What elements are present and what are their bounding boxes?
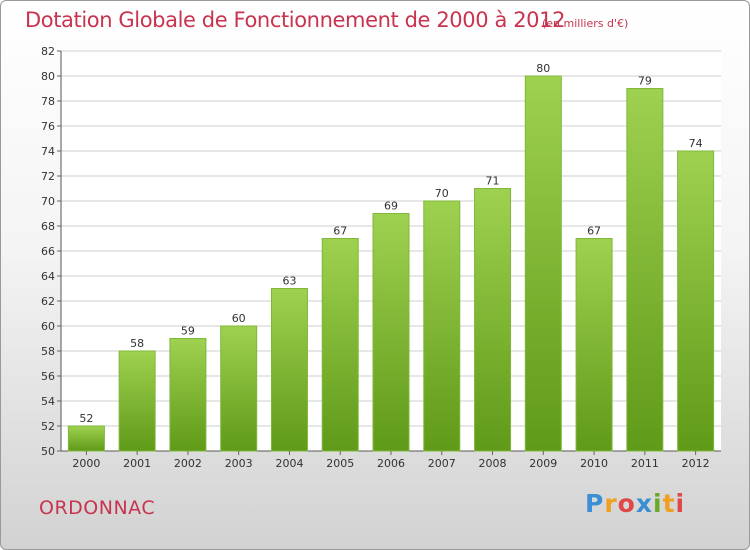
x-tick-label: 2012 [682, 457, 710, 470]
bar [524, 75, 562, 452]
y-tick-label: 54 [41, 395, 55, 408]
x-tick-label: 2008 [479, 457, 507, 470]
logo-letter: i [675, 489, 686, 518]
x-tick-label: 2010 [580, 457, 608, 470]
chart-subtitle: (en milliers d'€) [542, 17, 629, 30]
bar-value-label: 67 [587, 225, 601, 238]
bar-value-label: 60 [232, 312, 246, 325]
y-tick-label: 50 [41, 445, 55, 458]
logo-letter: P [585, 489, 605, 518]
y-tick-label: 52 [41, 420, 55, 433]
bar [169, 338, 207, 452]
x-tick-label: 2011 [631, 457, 659, 470]
bar-value-label: 79 [638, 75, 652, 88]
y-tick-label: 68 [41, 220, 55, 233]
chart-title: Dotation Globale de Fonctionnement de 20… [25, 8, 566, 32]
y-tick-label: 64 [41, 270, 55, 283]
proxiti-logo: Proxiti [585, 489, 685, 518]
y-tick-label: 62 [41, 295, 55, 308]
x-tick-label: 2001 [123, 457, 151, 470]
logo-letter: o [617, 489, 636, 518]
y-tick-label: 82 [41, 45, 55, 58]
y-tick-label: 76 [41, 120, 55, 133]
logo-letter: t [662, 489, 676, 518]
x-tick-label: 2000 [72, 457, 100, 470]
x-tick-label: 2005 [326, 457, 354, 470]
x-tick-label: 2003 [225, 457, 253, 470]
y-tick-label: 66 [41, 245, 55, 258]
bar-value-label: 67 [333, 225, 347, 238]
y-tick-label: 58 [41, 345, 55, 358]
commune-name: ORDONNAC [39, 497, 156, 519]
bar-value-label: 59 [181, 325, 195, 338]
bar-value-label: 80 [536, 62, 550, 75]
y-tick-label: 74 [41, 145, 55, 158]
bar [575, 238, 613, 452]
x-tick-label: 2002 [174, 457, 202, 470]
y-tick-label: 80 [41, 70, 55, 83]
logo-letter: r [604, 489, 618, 518]
y-tick-label: 72 [41, 170, 55, 183]
y-tick-label: 78 [41, 95, 55, 108]
bar-value-label: 70 [435, 187, 449, 200]
y-tick-label: 70 [41, 195, 55, 208]
x-tick-label: 2006 [377, 457, 405, 470]
y-tick-label: 60 [41, 320, 55, 333]
bar [67, 425, 105, 452]
x-tick-label: 2004 [275, 457, 303, 470]
bar-value-label: 71 [486, 175, 500, 188]
x-tick-label: 2007 [428, 457, 456, 470]
x-tick-label: 2009 [529, 457, 557, 470]
bar [677, 150, 715, 452]
bar [626, 88, 664, 452]
y-tick-label: 56 [41, 370, 55, 383]
bar-value-label: 63 [282, 275, 296, 288]
bar [423, 200, 461, 452]
bar [321, 238, 359, 452]
bar [372, 213, 410, 452]
bar-value-label: 69 [384, 200, 398, 213]
bar-value-label: 52 [79, 412, 93, 425]
bar [118, 350, 156, 452]
bar-value-label: 58 [130, 337, 144, 350]
bar [270, 288, 308, 452]
logo-letter: i [653, 489, 663, 518]
bar-value-label: 74 [689, 137, 703, 150]
bar [220, 325, 258, 452]
logo-letter: x [635, 489, 653, 518]
bar [474, 188, 512, 452]
